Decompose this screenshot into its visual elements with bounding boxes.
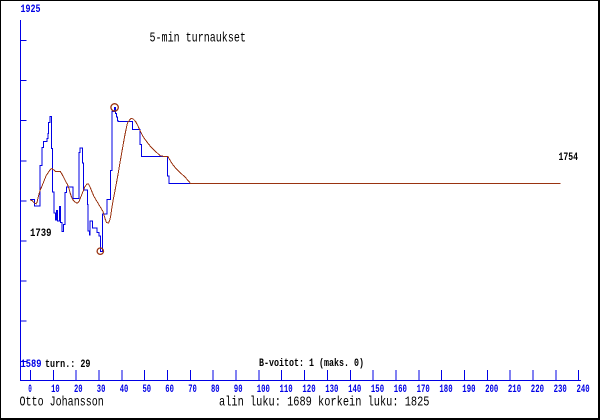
svg-text:210: 210 [508, 384, 521, 396]
svg-text:alin luku: 1689 korkein luku:: alin luku: 1689 korkein luku: 1825 [219, 395, 430, 411]
svg-text:60: 60 [165, 384, 174, 396]
svg-text:1754: 1754 [559, 152, 579, 164]
svg-text:90: 90 [234, 384, 243, 396]
svg-text:120: 120 [302, 384, 315, 396]
svg-text:5-min turnaukset: 5-min turnaukset [150, 31, 246, 47]
svg-text:180: 180 [439, 384, 452, 396]
svg-text:30: 30 [97, 384, 106, 396]
svg-text:190: 190 [462, 384, 475, 396]
svg-text:220: 220 [531, 384, 544, 396]
svg-text:150: 150 [371, 384, 384, 396]
svg-text:110: 110 [280, 384, 293, 396]
svg-text:100: 100 [257, 384, 270, 396]
svg-text:0: 0 [28, 384, 32, 396]
svg-text:240: 240 [577, 384, 590, 396]
svg-text:70: 70 [188, 384, 197, 396]
svg-text:10: 10 [51, 384, 60, 396]
svg-text:Otto Johansson: Otto Johansson [20, 395, 104, 411]
svg-text:200: 200 [485, 384, 498, 396]
svg-text:130: 130 [325, 384, 338, 396]
svg-text:140: 140 [348, 384, 361, 396]
svg-text:80: 80 [211, 384, 220, 396]
svg-text:turn.: 29: turn.: 29 [45, 359, 91, 371]
svg-text:40: 40 [120, 384, 129, 396]
svg-text:50: 50 [143, 384, 152, 396]
svg-text:1739: 1739 [30, 228, 52, 240]
svg-text:170: 170 [417, 384, 430, 396]
svg-text:1589: 1589 [21, 359, 42, 371]
svg-text:230: 230 [554, 384, 567, 396]
svg-text:160: 160 [394, 384, 407, 396]
svg-text:20: 20 [74, 384, 83, 396]
svg-text:B-voitot: 1 (maks. 0): B-voitot: 1 (maks. 0) [259, 358, 364, 370]
svg-text:1925: 1925 [21, 4, 41, 16]
